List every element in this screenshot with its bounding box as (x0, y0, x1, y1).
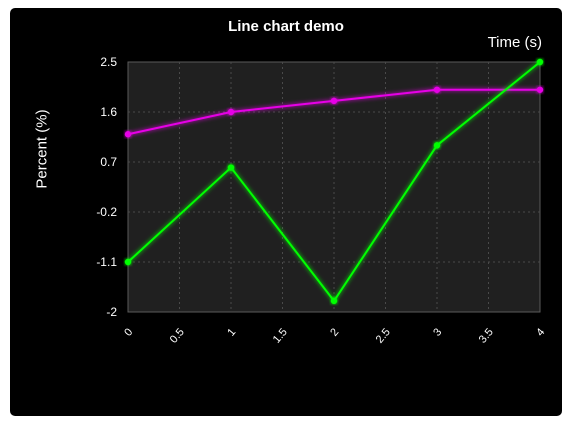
x-tick-label: 3 (431, 326, 444, 338)
y-tick-label: 0.7 (100, 155, 117, 169)
series-1-point (433, 86, 441, 93)
series-2-point (330, 297, 338, 305)
series-1-point (536, 86, 544, 93)
series-1-point (330, 97, 338, 105)
y-tick-label: -1.1 (96, 255, 117, 269)
series-2-point (124, 258, 132, 266)
y-tick-label: -0.2 (96, 205, 117, 219)
series-2-point (536, 58, 544, 66)
x-tick-label: 4 (534, 326, 547, 338)
chart-title: Line chart demo (228, 18, 344, 35)
y-tick-label: 1.6 (100, 105, 117, 119)
series-1-point (227, 108, 235, 116)
x-tick-label: 1 (225, 326, 238, 338)
x-tick-label: 0.5 (168, 326, 187, 345)
y-tick-label: 2.5 (100, 55, 117, 69)
chart-window: Line chart demo Time (s) Percent (%) 2.5… (10, 8, 562, 416)
series-1-point (124, 131, 132, 138)
line-chart: 2.5 1.6 0.7 -0.2 -1.1 -2 0 0.5 1 1.5 2 2.5 3 3.5 4 (96, 55, 547, 346)
series-2-point (227, 164, 235, 171)
x-tick-label: 2.5 (374, 326, 393, 345)
x-tick-label: 2 (328, 326, 341, 338)
x-tick-label: 1.5 (271, 326, 290, 345)
x-tick-label: 3.5 (477, 326, 496, 345)
series-2-point (433, 142, 441, 149)
x-axis-title: Time (s) (487, 34, 542, 51)
x-tick-label: 0 (122, 326, 135, 338)
y-tick-label: -2 (106, 305, 117, 319)
